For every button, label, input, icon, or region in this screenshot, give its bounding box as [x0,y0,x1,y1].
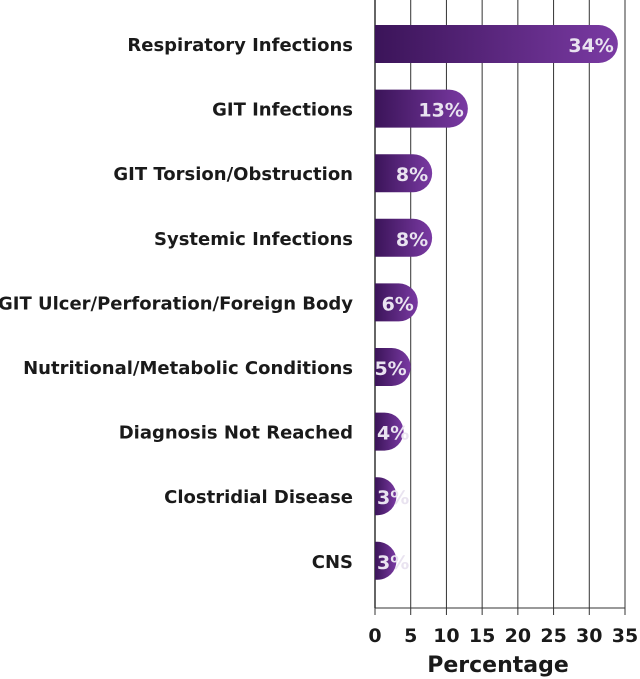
category-label: Respiratory Infections [127,35,353,56]
category-label: GIT Torsion/Obstruction [113,164,353,185]
data-label: 3% [377,487,409,509]
category-label: GIT Ulcer/Perforation/Foreign Body [0,293,353,314]
data-label: 3% [377,552,409,574]
data-label: 6% [382,293,414,315]
x-axis-title: Percentage [427,653,569,678]
data-label: 13% [418,100,463,122]
bar [375,25,618,63]
x-tick-label: 25 [540,625,566,647]
bar [375,89,468,128]
data-label: 8% [396,229,428,251]
bar [375,218,433,257]
category-label: Systemic Infections [154,229,353,250]
data-label: 5% [374,358,406,380]
x-tick-label: 30 [576,625,602,647]
bar [375,412,404,451]
bars [375,25,618,580]
bar [375,477,397,516]
category-label: GIT Infections [212,100,353,121]
category-label: CNS [312,552,353,573]
bar [375,541,397,580]
data-label: 4% [377,423,409,445]
category-labels: Respiratory Infections GIT Infections GIT … [0,35,353,573]
x-tick-label: 10 [433,625,459,647]
data-label: 34% [568,35,613,57]
bar [375,283,418,322]
data-label: 8% [396,164,428,186]
x-tick-label: 35 [612,625,638,647]
x-tick-labels: 0 5 10 15 20 25 30 35 [368,625,638,647]
x-tick-label: 20 [505,625,531,647]
x-tick-label: 5 [404,625,417,647]
bar [375,154,433,193]
bar [375,348,411,386]
data-labels: 34% 13% 8% 8% 6% 5% 4% 3% 3% [374,35,613,574]
category-label: Nutritional/Metabolic Conditions [23,358,353,379]
category-label: Clostridial Disease [164,487,353,508]
category-label: Diagnosis Not Reached [119,423,353,444]
x-tick-label: 15 [469,625,495,647]
x-tick-label: 0 [368,625,381,647]
